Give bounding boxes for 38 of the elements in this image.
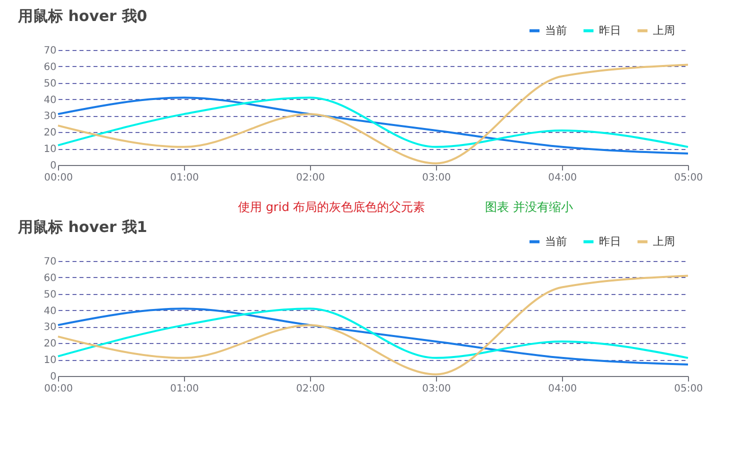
x-tick-label: 04:00 bbox=[548, 384, 577, 394]
y-tick-label: 20 bbox=[44, 128, 56, 139]
x-tick-label: 03:00 bbox=[422, 172, 451, 184]
x-tick-label: 01:00 bbox=[170, 384, 199, 394]
x-tick-label: 05:00 bbox=[674, 384, 703, 394]
text: 图表 并没有缩小 bbox=[485, 199, 573, 215]
y-tick-label: 30 bbox=[44, 322, 56, 334]
chart-title: 用鼠标 hover 我1 bbox=[17, 218, 148, 236]
x-tick-label: 02:00 bbox=[296, 384, 325, 394]
y-tick-label: 30 bbox=[44, 111, 56, 122]
legend-label: 上周 bbox=[653, 24, 675, 37]
legend-label: 当前 bbox=[545, 234, 567, 248]
y-tick-label: 10 bbox=[44, 355, 56, 366]
y-tick-label: 20 bbox=[44, 338, 56, 350]
legend-label: 上周 bbox=[653, 234, 675, 248]
y-tick-label: 50 bbox=[44, 78, 56, 90]
y-tick-label: 0 bbox=[50, 160, 56, 172]
chart-title: 用鼠标 hover 我0 bbox=[17, 7, 148, 25]
legend-label: 当前 bbox=[545, 24, 567, 37]
y-tick-label: 50 bbox=[44, 289, 56, 300]
y-tick-label: 60 bbox=[44, 272, 56, 284]
x-tick-label: 02:00 bbox=[296, 172, 325, 184]
y-tick-label: 0 bbox=[50, 372, 56, 382]
text: 使用 grid 布局的灰色底色的父元素 bbox=[238, 199, 426, 215]
legend-label: 昨日 bbox=[599, 24, 621, 37]
y-tick-label: 10 bbox=[44, 144, 56, 156]
y-tick-label: 70 bbox=[44, 46, 56, 56]
legend-label: 昨日 bbox=[599, 234, 621, 248]
x-tick-label: 03:00 bbox=[422, 384, 451, 394]
x-tick-label: 01:00 bbox=[170, 172, 199, 184]
x-tick-label: 04:00 bbox=[548, 172, 577, 184]
y-tick-label: 40 bbox=[44, 306, 56, 317]
y-tick-label: 70 bbox=[44, 256, 56, 268]
y-tick-label: 60 bbox=[44, 62, 56, 73]
x-tick-label: 00:00 bbox=[44, 384, 73, 394]
y-tick-label: 40 bbox=[44, 94, 56, 106]
x-tick-label: 00:00 bbox=[44, 172, 73, 184]
x-tick-label: 05:00 bbox=[674, 172, 703, 184]
